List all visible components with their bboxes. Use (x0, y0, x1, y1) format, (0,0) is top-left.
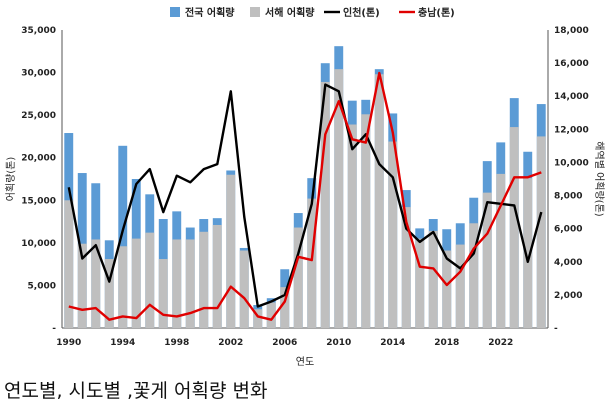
bar-westsea-2019 (455, 244, 465, 328)
y-right-tick-label: 18,000 (554, 26, 589, 36)
bar-westsea-2010 (334, 69, 344, 328)
bar-westsea-2001 (212, 224, 222, 328)
bar-westsea-2011 (347, 124, 357, 328)
legend-label-incheon: 인천(톤) (343, 6, 380, 19)
y-left-tick-label: 20,000 (21, 154, 56, 164)
bar-westsea-1992 (91, 239, 101, 328)
bar-westsea-2005 (266, 302, 276, 328)
x-tick-label: 2022 (488, 338, 513, 348)
y-left-tick-label: - (52, 324, 56, 334)
x-tick-label: 2010 (326, 338, 351, 348)
bar-westsea-2025 (536, 136, 546, 328)
y-right-tick-label: 14,000 (554, 92, 589, 102)
bar-westsea-2024 (523, 178, 533, 328)
legend-swatch-national (170, 7, 180, 17)
bar-westsea-2023 (509, 127, 519, 328)
x-tick-label: 1990 (56, 338, 81, 348)
legend: 전국 어획량 서해 어획량 인천(톤) 충남(톤) (170, 6, 455, 19)
y-axis-right-title: 해역별 어획량(톤) (593, 141, 606, 216)
y-left-tick-label: 25,000 (21, 111, 56, 121)
bar-westsea-2004 (253, 309, 263, 328)
x-axis-title: 연도 (296, 356, 314, 368)
x-tick-label: 1998 (164, 338, 189, 348)
y-axis-left-title: 어획량(톤) (5, 157, 17, 202)
x-tick-label: 2014 (380, 338, 405, 348)
y-right-tick-label: 6,000 (554, 225, 582, 235)
bar-westsea-2016 (415, 238, 425, 328)
line-chungnam (68, 71, 542, 321)
y-left-tick-label: 15,000 (21, 196, 56, 206)
y-left-tick-label: 5,000 (28, 281, 56, 291)
bar-westsea-2006 (280, 287, 290, 328)
y-right-tick-label: 4,000 (554, 258, 582, 268)
bar-westsea-1990 (64, 200, 74, 328)
bar-westsea-2020 (469, 223, 479, 328)
legend-label-national: 전국 어획량 (185, 6, 235, 19)
bar-westsea-2002 (226, 174, 236, 328)
bar-westsea-2000 (199, 231, 209, 328)
line-series (67, 71, 543, 321)
bar-westsea-2013 (374, 74, 384, 328)
y-right-tick-label: - (554, 324, 558, 334)
bar-westsea-2014 (388, 141, 398, 328)
bar-westsea-2022 (496, 173, 506, 328)
x-tick-label: 2018 (434, 338, 459, 348)
tick-labels: 35,000 30,000 25,000 20,000 15,000 10,000 5,00… (21, 26, 588, 348)
x-tick-label: 2002 (218, 338, 243, 348)
axes (61, 30, 549, 329)
y-left-tick-label: 10,000 (21, 239, 56, 249)
bar-westsea-2017 (428, 230, 438, 328)
bar-westsea-1998 (172, 239, 182, 328)
bar-westsea-1993 (104, 259, 114, 328)
bar-westsea-2009 (320, 81, 330, 329)
bar-westsea-2015 (401, 207, 411, 328)
y-left-tick-label: 30,000 (21, 69, 56, 79)
legend-label-chungnam: 충남(톤) (418, 6, 455, 19)
bar-westsea-2021 (482, 192, 492, 328)
bar-westsea-1991 (77, 243, 87, 328)
y-right-tick-label: 10,000 (554, 158, 589, 168)
legend-label-westsea: 서해 어획량 (265, 6, 315, 19)
bar-westsea-2018 (442, 250, 452, 328)
x-tick-label: 1994 (110, 338, 135, 348)
bar-national-1994 (118, 145, 128, 328)
legend-swatch-westsea (250, 7, 260, 17)
y-left-tick-label: 35,000 (21, 26, 56, 36)
y-right-tick-label: 8,000 (554, 192, 582, 202)
x-tick-label: 2006 (272, 338, 297, 348)
bar-westsea-2012 (361, 114, 371, 328)
bar-westsea-2008 (307, 198, 317, 328)
bar-westsea-2007 (293, 227, 303, 328)
bar-westsea-1995 (131, 238, 141, 328)
y-right-tick-label: 2,000 (554, 291, 582, 301)
bar-westsea-1997 (158, 259, 168, 328)
y-right-tick-label: 16,000 (554, 59, 589, 69)
bar-westsea-1999 (185, 239, 195, 328)
figure-caption: 연도별, 시도별 ,꽃게 어획량 변화 (4, 380, 268, 402)
bar-westsea-1994 (118, 246, 128, 328)
bar-westsea-1996 (145, 232, 155, 328)
y-right-tick-label: 12,000 (554, 125, 589, 135)
bar-westsea-2003 (239, 250, 249, 328)
